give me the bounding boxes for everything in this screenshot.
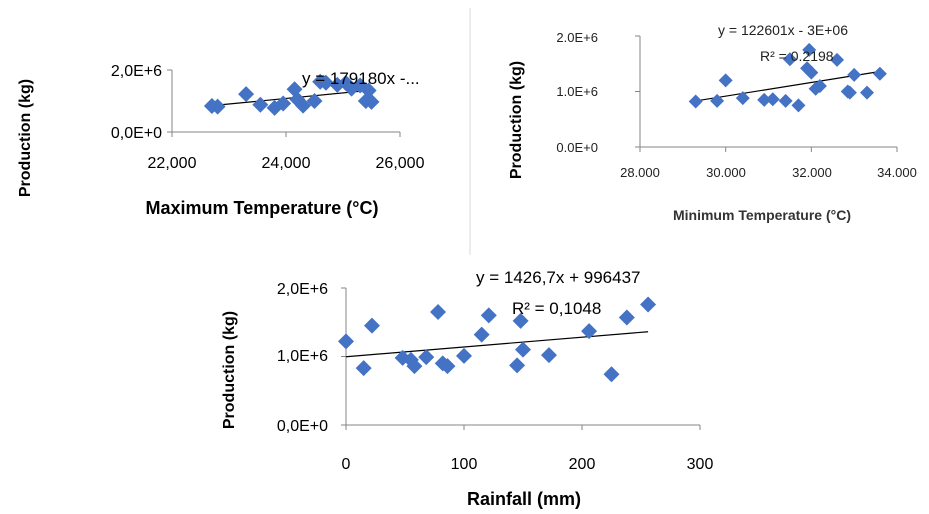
r-squared-label: R² = 0,1048 xyxy=(512,299,601,318)
data-point-marker xyxy=(540,347,557,364)
data-point-marker xyxy=(860,85,875,100)
trendline-equation: y = 179180x -... xyxy=(302,69,420,88)
data-point-marker xyxy=(306,93,323,109)
data-point-marker xyxy=(338,333,354,350)
trendline-equation: y = 1426,7x + 996437 xyxy=(476,268,640,287)
y-tick-label: 0,0E+0 xyxy=(111,125,162,142)
y-axis-label: Production (kg) xyxy=(221,311,238,429)
data-point-marker xyxy=(802,42,817,57)
y-tick-label: 2,0E+6 xyxy=(111,63,162,80)
data-point-marker xyxy=(872,66,887,81)
y-tick-label: 0,0E+0 xyxy=(277,418,328,435)
y-axis-label: Production (kg) xyxy=(17,79,34,197)
chart-max-temperature: Production (kg) 2,0E+6 0,0E+0 22,000 24,… xyxy=(17,63,425,218)
x-tick-label: 26,000 xyxy=(376,155,425,172)
y-tick-label: 0.0E+0 xyxy=(556,140,598,155)
data-point-marker xyxy=(640,296,657,313)
data-point-marker xyxy=(830,52,845,67)
data-point-marker xyxy=(757,92,772,107)
data-point-marker xyxy=(710,93,725,108)
x-tick-label: 32.000 xyxy=(792,165,832,180)
data-point-marker xyxy=(363,317,380,334)
data-point-marker xyxy=(804,65,819,80)
r-squared-label: R² = 0.2198 xyxy=(760,48,834,64)
data-point-marker xyxy=(603,366,620,383)
data-point-marker xyxy=(317,74,334,91)
data-point-marker xyxy=(618,309,635,326)
data-point-marker xyxy=(406,358,423,375)
data-point-marker xyxy=(456,347,472,364)
y-tick-label: 2.0E+6 xyxy=(556,30,598,45)
data-point-marker xyxy=(765,92,780,107)
y-axis-label: Production (kg) xyxy=(508,61,525,179)
data-point-marker xyxy=(355,360,372,377)
x-tick-label: 22,000 xyxy=(148,155,197,172)
data-point-marker xyxy=(842,85,857,100)
data-point-marker xyxy=(209,98,226,115)
data-point-marker xyxy=(295,97,312,114)
data-point-marker xyxy=(581,323,598,340)
data-point-marker xyxy=(418,349,435,366)
x-axis-label: Maximum Temperature (°C) xyxy=(146,198,379,218)
x-tick-label: 28.000 xyxy=(620,165,660,180)
chart-rainfall: Production (kg) 2,0E+6 1,0E+6 0,0E+0 0 1… xyxy=(221,268,713,509)
data-point-marker xyxy=(238,86,255,103)
data-point-marker xyxy=(735,91,750,106)
data-point-marker xyxy=(363,93,380,110)
trendline-equation: y = 122601x - 3E+06 xyxy=(718,22,848,38)
chart-min-temperature: Production (kg) 2.0E+6 1.0E+6 0.0E+0 28.… xyxy=(508,22,917,223)
x-tick-label: 200 xyxy=(569,456,596,473)
data-point-marker xyxy=(791,98,806,113)
data-point-marker xyxy=(718,73,733,88)
x-tick-label: 100 xyxy=(451,456,478,473)
data-point-marker xyxy=(275,95,292,112)
trendline xyxy=(345,331,649,358)
data-point-marker xyxy=(439,358,456,375)
data-point-marker xyxy=(778,93,793,108)
data-point-marker xyxy=(252,96,269,113)
data-point-marker xyxy=(515,341,531,358)
data-point-marker xyxy=(473,326,490,343)
x-tick-label: 34.000 xyxy=(877,165,917,180)
y-tick-label: 2,0E+6 xyxy=(277,281,328,298)
data-point-marker xyxy=(509,357,526,374)
x-axis-label: Minimum Temperature (°C) xyxy=(673,207,851,223)
x-tick-label: 300 xyxy=(687,456,714,473)
data-point-marker xyxy=(430,303,447,320)
x-tick-label: 0 xyxy=(342,456,351,473)
data-point-marker xyxy=(480,307,497,324)
x-axis-label: Rainfall (mm) xyxy=(467,489,581,509)
x-tick-label: 30.000 xyxy=(706,165,746,180)
data-point-marker xyxy=(812,78,827,93)
data-point-marker xyxy=(782,52,797,67)
data-point-marker xyxy=(512,312,529,329)
data-point-marker xyxy=(360,82,377,99)
data-point-marker xyxy=(688,94,703,109)
data-point-marker xyxy=(847,67,862,82)
y-tick-label: 1.0E+6 xyxy=(556,84,598,99)
y-tick-label: 1,0E+6 xyxy=(277,348,328,365)
x-tick-label: 24,000 xyxy=(262,155,311,172)
